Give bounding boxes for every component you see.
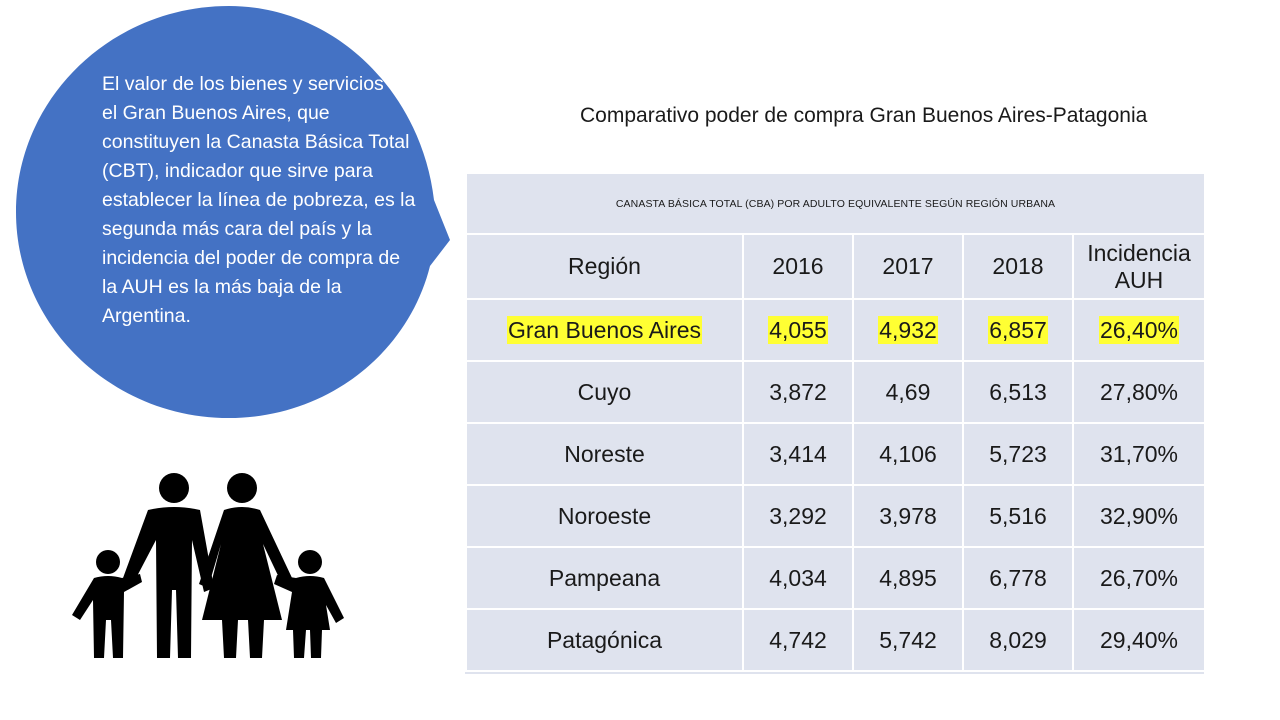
header-2018: 2018 <box>962 233 1074 300</box>
bubble-text: El valor de los bienes y servicios en el… <box>102 73 416 327</box>
incidence-cell: 26,40% <box>1099 315 1180 344</box>
header-2017: 2017 <box>852 233 964 300</box>
value-cell: 5,723 <box>962 422 1074 486</box>
table-row: Noreste 3,414 4,106 5,723 31,70% <box>465 422 1207 486</box>
table-caption: CANASTA BÁSICA TOTAL (CBA) POR ADULTO EQ… <box>464 172 1207 235</box>
value-cell: 4,055 <box>768 315 828 344</box>
table-row: Noroeste 3,292 3,978 5,516 32,90% <box>465 484 1207 548</box>
value-cell: 6,778 <box>962 546 1074 610</box>
value-cell: 3,872 <box>742 360 854 424</box>
region-cell: Cuyo <box>465 360 744 424</box>
table-row: Cuyo 3,872 4,69 6,513 27,80% <box>465 360 1207 424</box>
table-row: Pampeana 4,034 4,895 6,778 26,70% <box>465 546 1207 610</box>
speech-bubble-shape <box>16 6 450 418</box>
value-cell: 4,895 <box>852 546 964 610</box>
header-incidencia-auh: Incidencia AUH <box>1071 233 1207 300</box>
value-cell: 4,932 <box>878 315 938 344</box>
value-cell: 8,029 <box>962 608 1074 672</box>
table-row: Patagónica 4,742 5,742 8,029 29,40% <box>465 608 1207 672</box>
value-cell: 3,978 <box>852 484 964 548</box>
value-cell: 3,292 <box>742 484 854 548</box>
region-cell: Pampeana <box>465 546 744 610</box>
value-cell: 4,106 <box>852 422 964 486</box>
incidence-cell: 29,40% <box>1071 608 1207 672</box>
value-cell: 4,034 <box>742 546 854 610</box>
table-header-row: Región 2016 2017 2018 Incidencia AUH <box>465 233 1207 300</box>
value-cell: 3,414 <box>742 422 854 486</box>
incidence-cell: 27,80% <box>1071 360 1207 424</box>
cba-table: CANASTA BÁSICA TOTAL (CBA) POR ADULTO EQ… <box>464 172 1207 674</box>
region-cell: Gran Buenos Aires <box>506 315 703 344</box>
header-2016: 2016 <box>742 233 854 300</box>
value-cell: 6,857 <box>988 315 1048 344</box>
page-title: Comparativo poder de compra Gran Buenos … <box>580 104 1148 127</box>
value-cell: 5,742 <box>852 608 964 672</box>
value-cell: 6,513 <box>962 360 1074 424</box>
family-icon <box>68 470 348 660</box>
value-cell: 5,516 <box>962 484 1074 548</box>
value-cell: 4,69 <box>852 360 964 424</box>
incidence-cell: 31,70% <box>1071 422 1207 486</box>
region-cell: Noroeste <box>465 484 744 548</box>
header-region: Región <box>465 233 744 300</box>
incidence-cell: 26,70% <box>1071 546 1207 610</box>
value-cell: 4,742 <box>742 608 854 672</box>
region-cell: Noreste <box>465 422 744 486</box>
incidence-cell: 32,90% <box>1071 484 1207 548</box>
region-cell: Patagónica <box>465 608 744 672</box>
info-bubble: El valor de los bienes y servicios en el… <box>16 4 451 420</box>
table-row-highlighted: Gran Buenos Aires 4,055 4,932 6,857 26,4… <box>465 298 1207 362</box>
